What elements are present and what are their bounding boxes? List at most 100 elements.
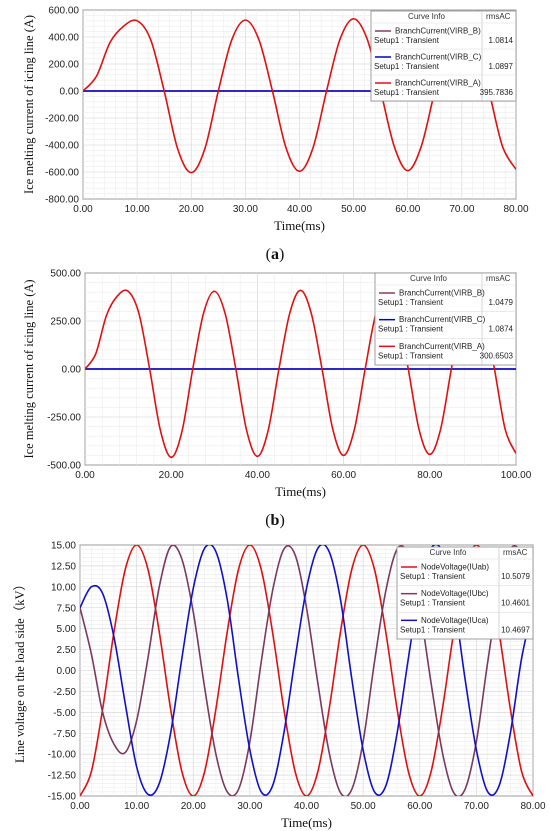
legend-header-curve-info: Curve Info: [430, 548, 467, 557]
caption-close-paren: ): [279, 512, 284, 529]
legend-entry-setup: Setup1 : Transient: [374, 36, 440, 45]
y-axis-label: Ice melting current of icing line (A): [22, 15, 36, 194]
caption-open-paren: (: [266, 246, 271, 263]
legend-entry-setup: Setup1 : Transient: [400, 572, 466, 581]
y-tick-label: 0.00: [62, 365, 82, 376]
y-axis-label: Ice melting current of icing line (A): [22, 279, 36, 458]
y-tick-label: 200.00: [48, 60, 79, 71]
legend-entry-name: NodeVoltage(IUab): [421, 563, 489, 572]
x-tick-label: 0.00: [75, 470, 95, 481]
legend-entry-setup: Setup1 : Transient: [378, 351, 444, 360]
caption-letter: b: [271, 512, 280, 529]
legend-entry-name: BranchCurrent(VIRB_C): [399, 315, 486, 324]
chart-c: 0.00 10.00 20.00 30.00 40.00 50.00 60.00 70.00 8…: [13, 541, 546, 831]
y-tick-label: -2.50: [53, 687, 76, 698]
legend-entry-setup: Setup1 : Transient: [378, 298, 444, 307]
legend-header-curve-info: Curve Info: [408, 12, 445, 21]
legend-header-rmsac: rmsAC: [486, 12, 511, 21]
y-tick-label: 15.00: [51, 541, 76, 552]
legend-entry-value: 300.6503: [480, 351, 514, 360]
chart-a: 0.00 10.00 20.00 30.00 40.00 50.00 60.00 70.00 8…: [22, 6, 529, 264]
x-tick-label: 80.00: [417, 470, 442, 481]
x-tick-label: 40.00: [294, 801, 319, 812]
y-tick-label: -500.00: [47, 461, 81, 472]
chart-panel-a: 0.00 10.00 20.00 30.00 40.00 50.00 60.00 70.00 8…: [0, 0, 550, 270]
y-tick-label: 5.00: [57, 624, 77, 635]
y-tick-label: 0.00: [57, 666, 77, 677]
caption-open-paren: (: [265, 512, 270, 529]
legend-entry-value: 1.0897: [489, 62, 514, 71]
legend-entry-value: 10.5079: [501, 572, 530, 581]
legend-box: [370, 10, 517, 102]
legend-entry-name: NodeVoltage(IUbc): [421, 589, 489, 598]
legend: Curve Info rmsACBranchCurrent(VIRB_B)Setu…: [370, 10, 517, 102]
y-tick-label: -600.00: [45, 168, 79, 179]
legend-entry-name: BranchCurrent(VIRB_A): [395, 79, 481, 88]
legend-entry-setup: Setup1 : Transient: [400, 625, 466, 634]
y-tick-label: -7.50: [53, 729, 76, 740]
legend-entry-name: BranchCurrent(VIRB_A): [399, 342, 485, 351]
chart-b: 0.00 20.00 40.00 60.00 80.00 100.00 500.00 250.…: [22, 269, 532, 530]
legend-entry-setup: Setup1 : Transient: [378, 325, 444, 334]
legend-header-rmsac: rmsAC: [486, 274, 511, 283]
x-tick-label: 30.00: [233, 204, 258, 215]
legend-header-rmsac: rmsAC: [503, 548, 528, 557]
y-tick-label: 500.00: [50, 269, 81, 280]
x-tick-label: 0.00: [70, 801, 90, 812]
legend-entry-value: 10.4697: [501, 625, 530, 634]
x-tick-label: 50.00: [341, 204, 366, 215]
legend-entry-name: BranchCurrent(VIRB_C): [395, 53, 482, 62]
y-tick-label: 2.50: [57, 645, 77, 656]
x-tick-label: 20.00: [181, 801, 206, 812]
legend-entry-setup: Setup1 : Transient: [374, 62, 440, 71]
figure-caption: (b): [265, 512, 285, 529]
x-tick-label: 100.00: [501, 470, 532, 481]
x-axis-label: Time(ms): [275, 484, 326, 499]
legend-entry-value: 1.0874: [489, 325, 514, 334]
legend-entry-name: BranchCurrent(VIRB_B): [399, 289, 485, 298]
x-tick-label: 70.00: [449, 204, 474, 215]
x-tick-label: 60.00: [407, 801, 432, 812]
legend-entry-value: 1.0814: [489, 36, 514, 45]
legend: Curve Info rmsACBranchCurrent(VIRB_B)Setu…: [374, 272, 517, 366]
figure-caption: (a): [266, 246, 285, 263]
x-axis-label: Time(ms): [274, 218, 325, 233]
x-tick-label: 60.00: [395, 204, 420, 215]
y-tick-label: -15.00: [48, 792, 77, 803]
y-tick-label: 400.00: [48, 33, 79, 44]
legend-entry-value: 10.4601: [501, 599, 530, 608]
legend-box: [396, 546, 534, 640]
series-line-2: [80, 545, 533, 796]
legend-header-curve-info: Curve Info: [410, 274, 447, 283]
x-tick-label: 0.00: [73, 204, 93, 215]
chart-panel-b: 0.00 20.00 40.00 60.00 80.00 100.00 500.00 250.…: [0, 265, 550, 545]
chart-panel-c: 0.00 10.00 20.00 30.00 40.00 50.00 60.00 70.00 8…: [0, 537, 550, 831]
y-tick-label: -10.00: [48, 750, 77, 761]
y-axis-label: Line voltage on the load side（kV）: [13, 578, 27, 763]
series-line-3: [85, 289, 516, 459]
legend-entry-setup: Setup1 : Transient: [374, 88, 440, 97]
x-tick-label: 80.00: [520, 801, 545, 812]
y-tick-label: -12.50: [48, 771, 77, 782]
y-tick-label: -200.00: [45, 114, 79, 125]
x-tick-label: 50.00: [351, 801, 376, 812]
caption-letter: a: [271, 246, 279, 263]
legend-entry-value: 395.7836: [480, 88, 514, 97]
y-tick-label: 250.00: [50, 317, 81, 328]
x-tick-label: 10.00: [124, 801, 149, 812]
y-tick-label: 10.00: [51, 582, 76, 593]
legend-entry-name: NodeVoltage(IUca): [421, 616, 489, 625]
x-tick-label: 10.00: [125, 204, 150, 215]
x-tick-label: 30.00: [237, 801, 262, 812]
y-tick-label: 12.50: [51, 561, 76, 572]
y-tick-label: 7.50: [57, 603, 77, 614]
x-tick-label: 40.00: [245, 470, 270, 481]
y-tick-label: -400.00: [45, 141, 79, 152]
legend-entry-value: 1.0479: [489, 298, 514, 307]
x-tick-label: 70.00: [464, 801, 489, 812]
y-tick-label: -250.00: [47, 413, 81, 424]
legend-entry-setup: Setup1 : Transient: [400, 599, 466, 608]
legend-entry-name: BranchCurrent(VIRB_B): [395, 27, 481, 36]
y-tick-label: 0.00: [60, 87, 80, 98]
